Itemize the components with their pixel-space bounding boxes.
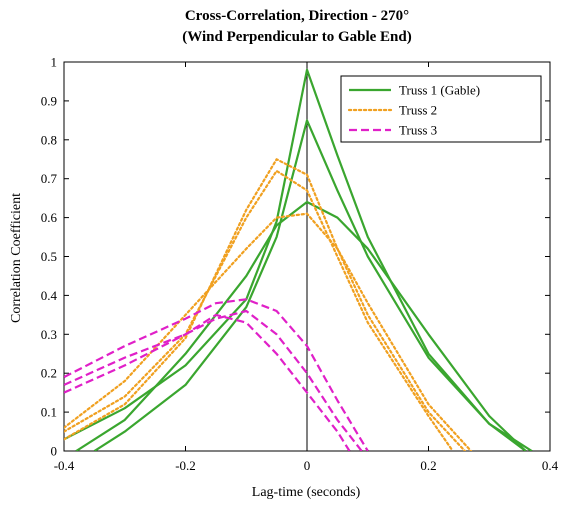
y-tick-label: 0.5 bbox=[41, 249, 57, 264]
y-tick-label: 0.2 bbox=[41, 366, 57, 381]
chart-title: Cross-Correlation, Direction - 270° bbox=[185, 8, 409, 24]
y-tick-label: 0.8 bbox=[41, 132, 57, 147]
series-2-line-2 bbox=[64, 158, 466, 451]
y-tick-label: 0.3 bbox=[41, 327, 57, 342]
legend-label-1: Truss 1 (Gable) bbox=[399, 83, 480, 98]
x-tick-label: 0.2 bbox=[420, 458, 436, 473]
series-2-line-3 bbox=[64, 212, 473, 451]
series-2-line-1 bbox=[64, 169, 454, 451]
y-tick-label: 0.9 bbox=[41, 93, 57, 108]
x-tick-label: -0.4 bbox=[54, 458, 75, 473]
series-3-line-1 bbox=[64, 313, 351, 451]
series-1-line-3 bbox=[75, 200, 527, 451]
y-tick-label: 1 bbox=[51, 55, 58, 70]
series-1-line-2 bbox=[93, 119, 533, 451]
chart-subtitle: (Wind Perpendicular to Gable End) bbox=[182, 29, 411, 45]
y-tick-label: 0 bbox=[51, 444, 58, 459]
x-axis-label: Lag-time (seconds) bbox=[252, 485, 361, 500]
plot-area: -0.4 -0.2 0 0.2 0.4 0 0.1 0.2 0.3 0.4 0.5 0.6 0.7 0.8… bbox=[41, 55, 559, 474]
legend-label-2: Truss 2 bbox=[399, 103, 437, 118]
y-tick-label: 0.1 bbox=[41, 405, 57, 420]
legend: Truss 1 (Gable) Truss 2 Truss 3 bbox=[340, 75, 542, 143]
series-1-line-1 bbox=[64, 68, 527, 451]
y-axis-label: Correlation Coefficient bbox=[9, 193, 24, 323]
y-tick-label: 0.6 bbox=[41, 210, 58, 225]
y-tick-label: 0.4 bbox=[41, 288, 58, 303]
x-tick-label: 0 bbox=[304, 458, 311, 473]
series-3-line-2 bbox=[64, 309, 363, 451]
x-tick-label: -0.2 bbox=[175, 458, 196, 473]
data-lines bbox=[64, 68, 533, 451]
y-tick-label: 0.7 bbox=[41, 171, 58, 186]
series-3-line-3 bbox=[64, 298, 369, 451]
legend-label-3: Truss 3 bbox=[399, 123, 437, 138]
x-tick-label: 0.4 bbox=[542, 458, 559, 473]
